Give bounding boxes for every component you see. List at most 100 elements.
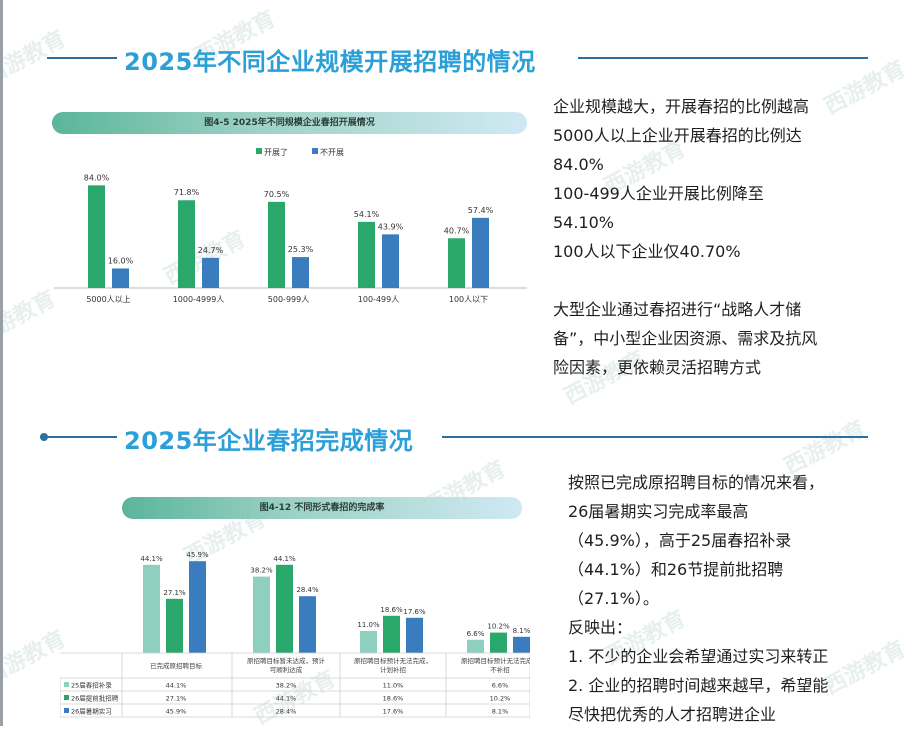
chart2-category-label: 已完成原招聘目标: [150, 661, 203, 670]
chart1-bar: [202, 257, 219, 288]
chart2-table-value: 10.2%: [490, 695, 511, 703]
text-line: 备”，中小型企业因资源、需求及抗风: [553, 329, 818, 348]
chart2-bar: [406, 617, 423, 653]
text-line: 企业规模越大，开展春招的比例越高: [553, 97, 810, 116]
chart2-category-label: 可顺利达成: [270, 665, 303, 674]
chart1-data-label: 84.0%: [84, 173, 110, 182]
text-line: 84.0%: [553, 155, 604, 174]
chart1-data-label: 40.7%: [444, 226, 470, 235]
section2-title: 2025年企业春招完成情况: [124, 427, 414, 455]
chart2-series-name: 26届提前批招聘: [71, 694, 119, 703]
chart2-table-value: 44.1%: [166, 682, 187, 690]
text-line: 按照已完成原招聘目标的情况来看，: [568, 473, 825, 492]
chart2-bar: [276, 564, 293, 653]
chart2-data-label: 38.2%: [250, 567, 273, 575]
text-line: （44.1%）和26节提前批招聘: [568, 560, 784, 579]
chart2-table-value: 8.1%: [492, 708, 509, 716]
chart2-bar: [490, 632, 507, 653]
chart2-data-label: 8.1%: [513, 627, 530, 635]
chart2-table-value: 17.6%: [383, 708, 404, 716]
chart1-data-label: 16.0%: [108, 256, 134, 265]
chart2-bar: [143, 564, 160, 653]
chart1-category-label: 500-999人: [268, 295, 309, 304]
chart1-category-label: 100人以下: [449, 295, 488, 304]
text-line: 尽快把优秀的人才招聘进企业: [568, 705, 777, 724]
chart2-series-name: 26届暑期实习: [71, 707, 112, 716]
chart2-bar: [513, 636, 530, 653]
chart2-table-value: 44.1%: [276, 695, 297, 703]
chart2-data-label: 28.4%: [296, 586, 319, 594]
chart2-data-label: 27.1%: [163, 589, 186, 597]
legend-swatch: [312, 148, 318, 154]
chart1-data-label: 54.1%: [354, 210, 380, 219]
chart1-category-label: 5000人以上: [86, 295, 130, 304]
text-line: 5000人以上企业开展春招的比例达: [553, 126, 802, 145]
section1-rule-left: [47, 57, 117, 59]
chart2-category-label: 不补招: [490, 665, 510, 674]
chart2-title: 图4-12 不同形式春招的完成率: [122, 497, 522, 519]
section2-dot: [40, 433, 48, 441]
text-line: 险因素，更依赖灵活招聘方式: [553, 358, 762, 377]
text-line: 反映出：: [568, 618, 633, 637]
chart2-data-label: 17.6%: [403, 608, 426, 616]
chart1-data-label: 43.9%: [378, 222, 404, 231]
section1-rule-right: [578, 57, 868, 59]
section1-title: 2025年不同企业规模开展招聘的情况: [124, 48, 536, 76]
chart2-table-value: 27.1%: [166, 695, 187, 703]
chart2-data-label: 45.9%: [186, 551, 209, 559]
chart1-bar: [382, 234, 399, 288]
chart1-bar: [358, 221, 375, 288]
chart1-category-label: 100-499人: [358, 295, 399, 304]
left-edge-bar: [0, 0, 3, 726]
text-line: 大型企业通过春招进行“战略人才储: [553, 300, 802, 319]
text-block-2: 按照已完成原招聘目标的情况来看， 26届暑期实习完成率最高 （45.9%），高于25…: [568, 468, 828, 729]
chart1-bar: [448, 238, 465, 288]
chart2-bar: [383, 615, 400, 653]
chart2-category-label: 原招聘目标预计无法完成，: [461, 656, 530, 665]
chart2-bar: [467, 639, 484, 653]
chart2-data-label: 10.2%: [487, 623, 510, 631]
chart2-table-value: 11.0%: [383, 682, 404, 690]
chart1: 开展了 不开展 84.0% 16.0% 5000人以上 71.8% 24.7% 1000-49…: [54, 148, 527, 304]
chart2-category-label: 计划补招: [380, 665, 406, 674]
text-line: 54.10%: [553, 213, 615, 232]
chart2-bar: [360, 631, 377, 653]
chart1-title: 图4-5 2025年不同规模企业春招开展情况: [52, 112, 527, 134]
chart2-bar: [253, 576, 270, 653]
chart1-category-label: 1000-4999人: [173, 295, 225, 304]
chart2-legend-swatch: [64, 708, 69, 713]
watermark-text: 西游教育: [0, 26, 70, 90]
chart2-data-label: 18.6%: [380, 606, 403, 614]
chart2-data-label: 44.1%: [140, 555, 163, 563]
chart1-bar: [472, 217, 489, 288]
chart2-table-value: 6.6%: [492, 682, 509, 690]
chart2-table-value: 38.2%: [276, 682, 297, 690]
section2-rule-right: [442, 436, 868, 438]
text-line: （27.1%）。: [568, 589, 659, 608]
chart2-category-label: 原招聘目标暂未达成，预计: [247, 656, 326, 665]
chart1-data-label: 24.7%: [198, 246, 224, 255]
legend-swatch: [256, 148, 262, 154]
chart1-data-label: 70.5%: [264, 190, 290, 199]
text-line: 100-499人企业开展比例降至: [553, 184, 764, 203]
chart2-data-label: 6.6%: [467, 630, 485, 638]
chart2-bar: [166, 598, 183, 653]
chart1-bar: [292, 257, 309, 288]
chart1-data-label: 25.3%: [288, 245, 314, 254]
chart2-table-value: 28.4%: [276, 708, 297, 716]
watermark-text: 西游教育: [820, 636, 908, 700]
chart2-legend-swatch: [64, 695, 69, 700]
legend-label: 开展了: [264, 148, 288, 157]
chart1-bar: [268, 201, 285, 288]
chart2-table-value: 45.9%: [166, 708, 187, 716]
text-line: 100人以下企业仅40.70%: [553, 242, 741, 261]
text-line: （45.9%），高于25届春招补录: [568, 531, 792, 550]
section2-rule-left: [47, 436, 117, 438]
chart1-legend: 开展了 不开展: [256, 148, 344, 157]
chart2-table-value: 18.6%: [383, 695, 404, 703]
text-line: 1. 不少的企业会希望通过实习来转正: [568, 647, 829, 666]
chart1-bar: [112, 268, 129, 288]
chart2-bar: [299, 596, 316, 653]
chart2-data-label: 44.1%: [273, 555, 296, 563]
